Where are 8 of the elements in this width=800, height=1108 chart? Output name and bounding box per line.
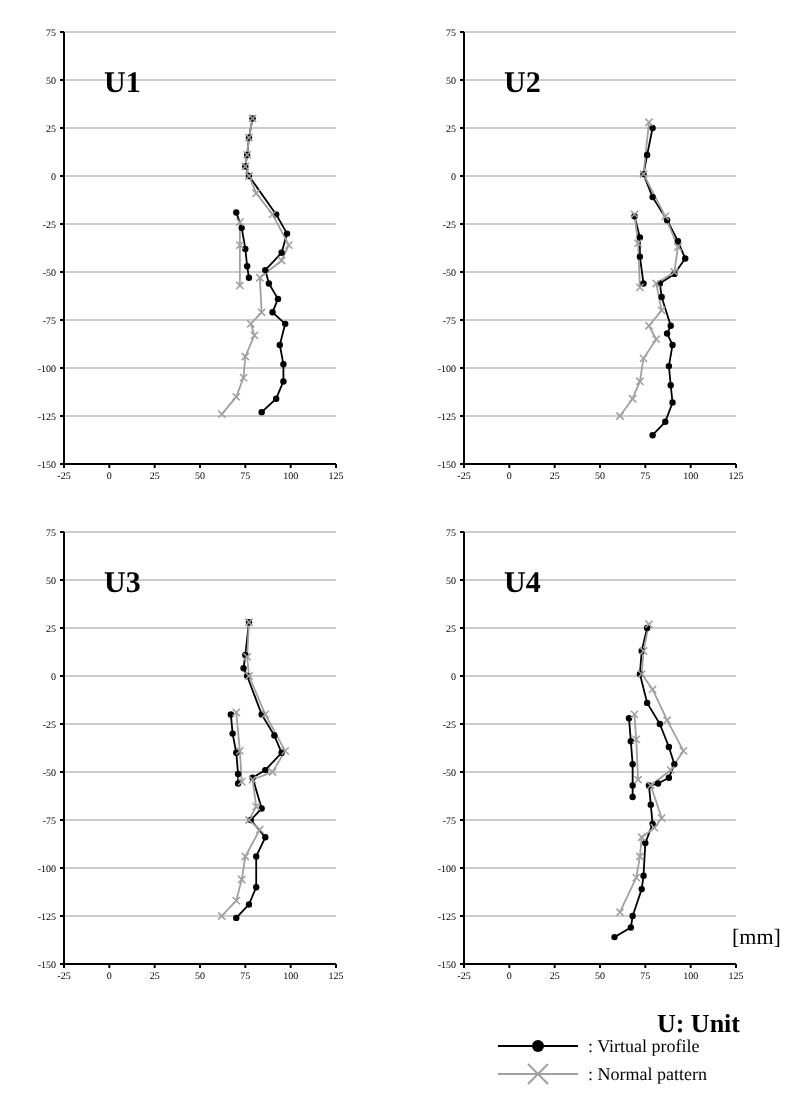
text: U4 xyxy=(504,568,541,602)
text: U: Unit xyxy=(656,1008,740,1039)
text: U2 xyxy=(504,68,541,102)
text: U1 xyxy=(104,68,141,102)
annotation: [mm] xyxy=(732,926,781,950)
legend-label: : Normal pattern xyxy=(588,1064,709,1084)
text: U3 xyxy=(104,568,141,602)
legend-label: : Virtual profile xyxy=(588,1036,702,1056)
